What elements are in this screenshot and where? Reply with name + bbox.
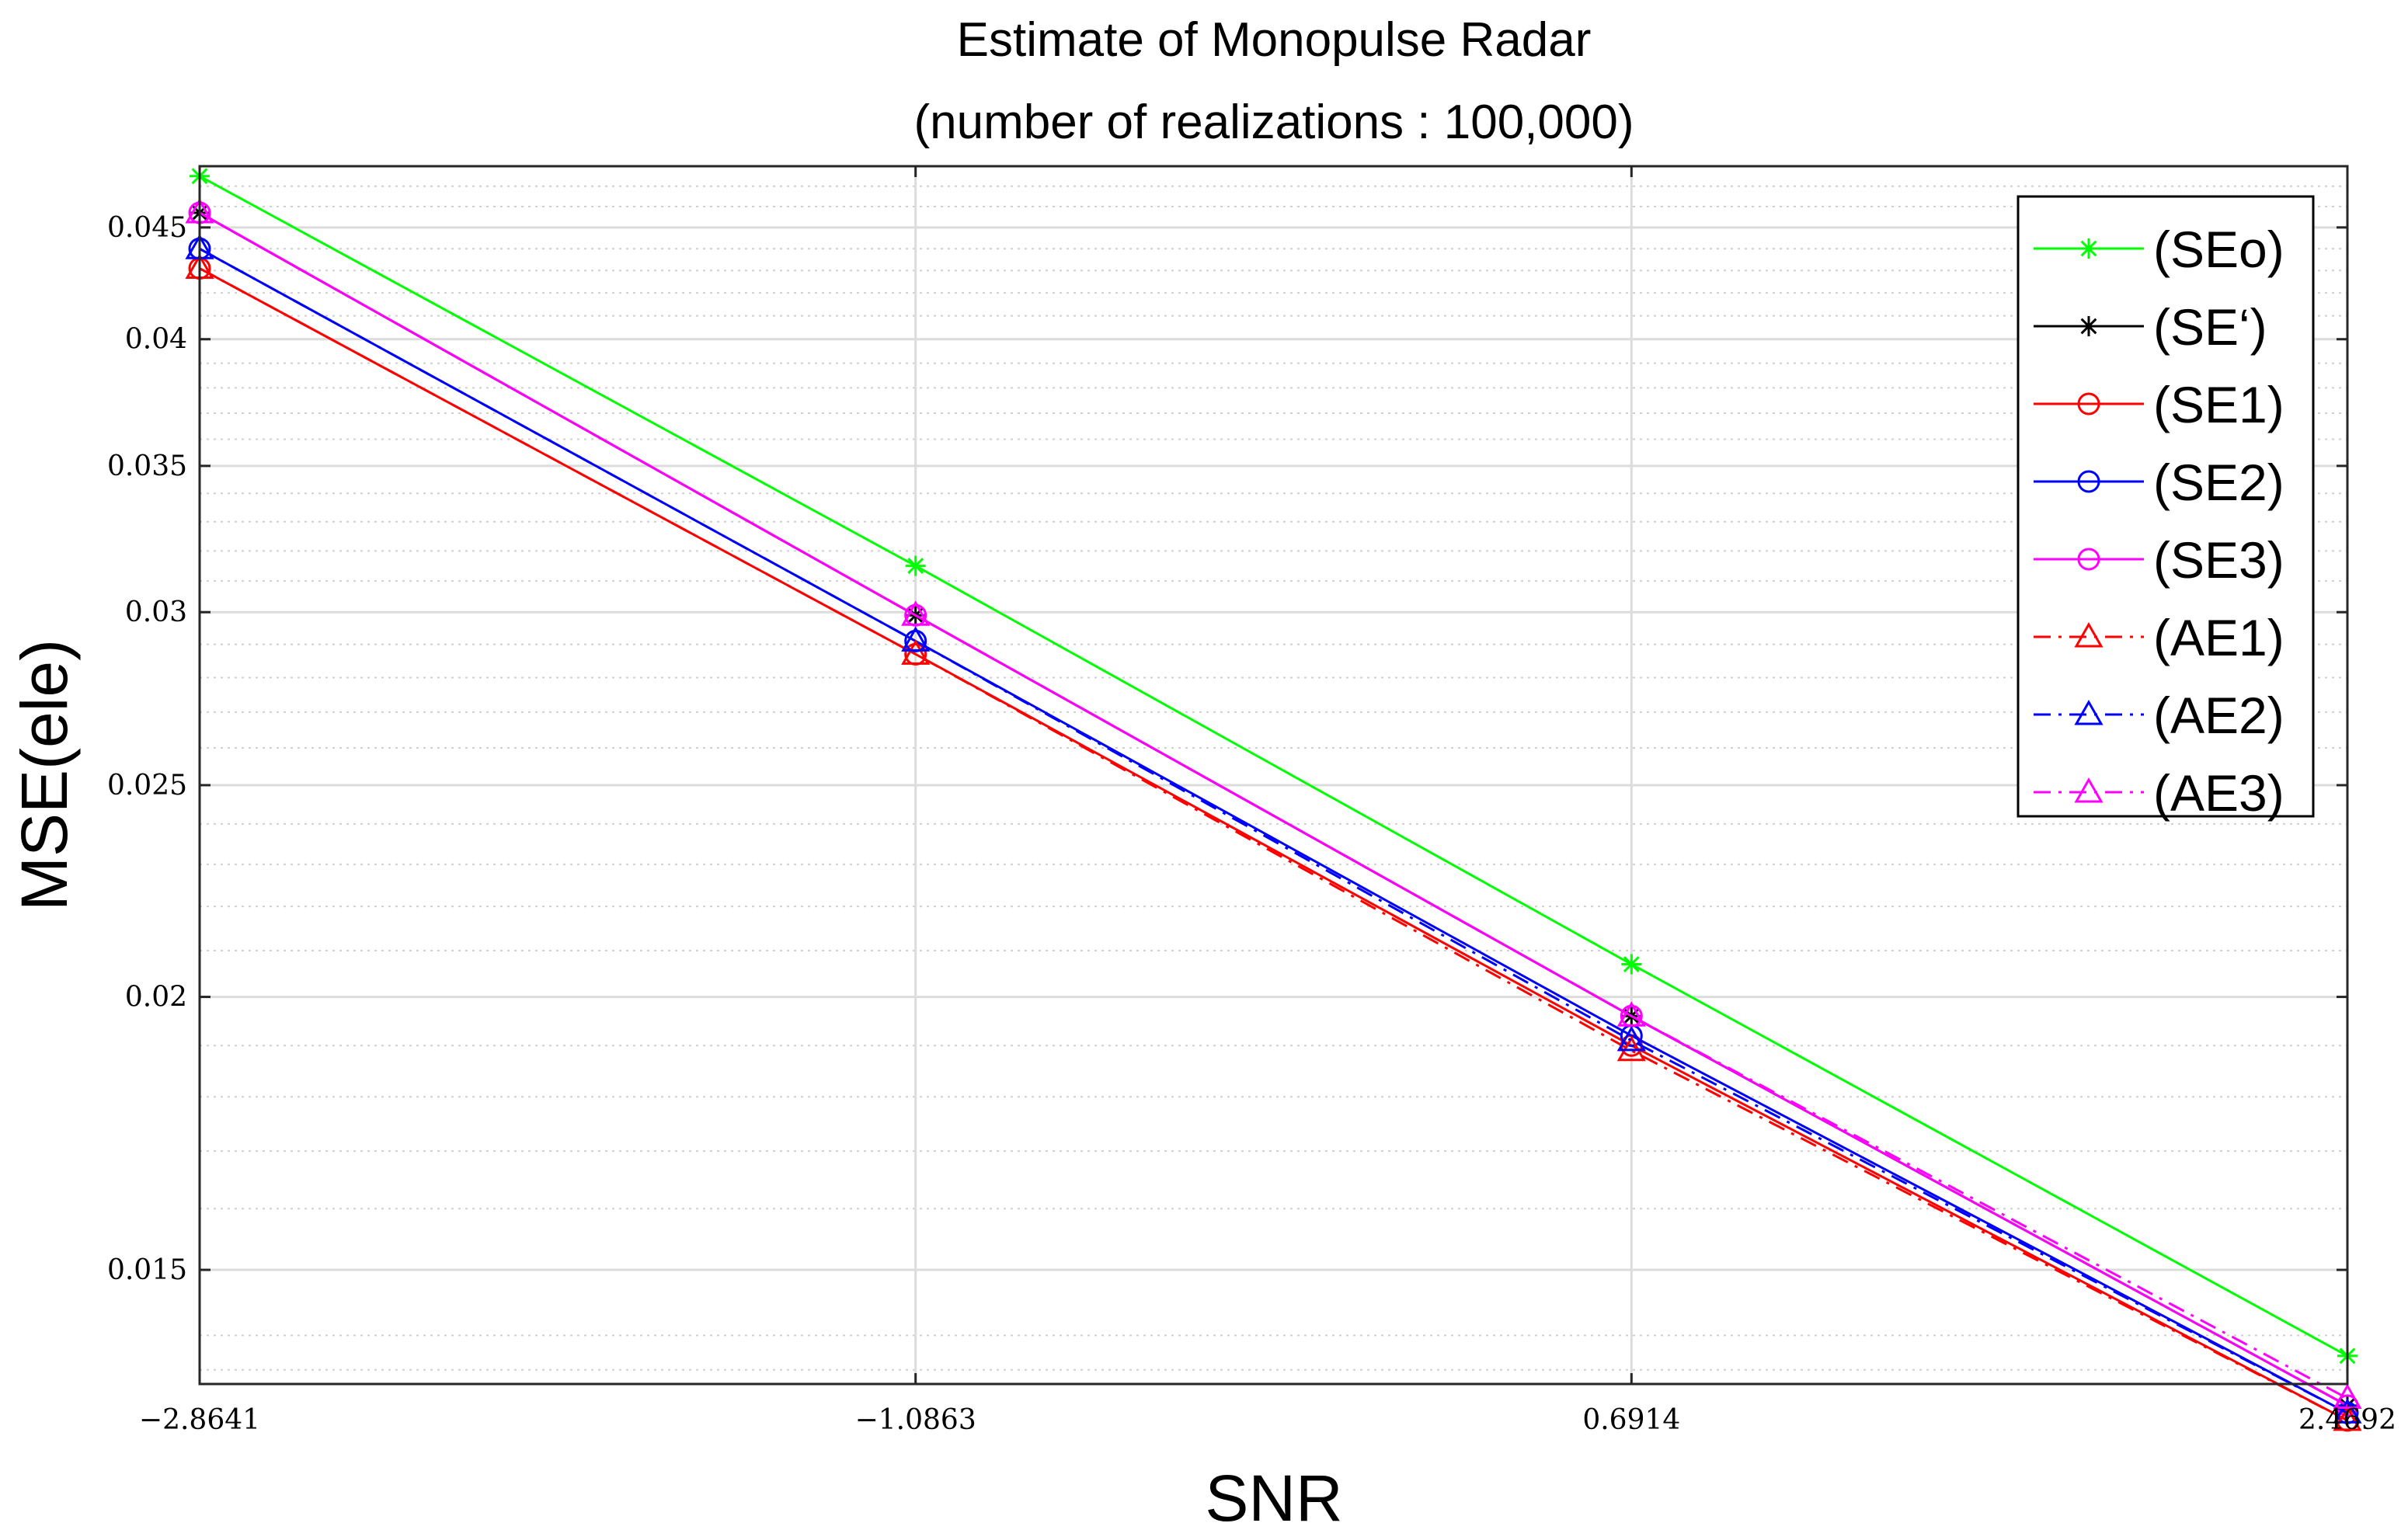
legend-marker-shape xyxy=(2077,392,2100,416)
legend-entry: (AE1) xyxy=(2034,609,2284,666)
legend-marker-shape xyxy=(2074,777,2104,803)
data-point-shape xyxy=(2333,1383,2362,1410)
legend-label: (SEo) xyxy=(2153,221,2284,278)
y-tick-label: 0.025 xyxy=(107,770,187,802)
y-tick-label: 0.02 xyxy=(125,982,187,1014)
legend: (SEo) (SE‘) (SE1) (SE2) (SE3) (AE1) (AE2) (AE3) xyxy=(2017,195,2315,822)
legend-marker xyxy=(2077,392,2100,416)
data-point xyxy=(1621,954,1642,975)
legend-entry: (AE2) xyxy=(2034,687,2284,744)
legend-marker-shape xyxy=(2077,470,2100,493)
legend-label: (AE1) xyxy=(2153,609,2284,666)
legend-label: (AE3) xyxy=(2153,764,2284,822)
y-tick-label: 0.045 xyxy=(107,212,187,244)
legend-box xyxy=(2017,195,2315,818)
y-tick-label: 0.04 xyxy=(125,324,187,356)
data-point xyxy=(2333,1405,2362,1431)
axis-ticks: 0.015 0.02 0.025 0.03 0.035 0.04 0.045 −2.8641 −… xyxy=(107,166,2396,1436)
data-point xyxy=(905,555,926,576)
data-point xyxy=(901,639,931,665)
y-axis-label: MSE(ele) xyxy=(8,639,81,911)
data-point-shape xyxy=(2333,1405,2362,1431)
data-point xyxy=(2333,1383,2362,1410)
legend-marker xyxy=(2079,316,2099,336)
x-tick-label: −2.8641 xyxy=(139,1404,260,1436)
legend-label: (SE‘) xyxy=(2153,298,2267,356)
x-tick-label: 0.6914 xyxy=(1582,1404,1680,1436)
data-point xyxy=(901,600,931,626)
legend-label: (AE2) xyxy=(2153,687,2284,744)
x-tick-label: −1.0863 xyxy=(855,1404,976,1436)
legend-label: (SE3) xyxy=(2153,531,2284,589)
x-tick-label: 2.4692 xyxy=(2298,1404,2396,1436)
legend-marker-shape xyxy=(2077,548,2100,571)
data-point-shape xyxy=(1616,1001,1646,1027)
y-tick-label: 0.035 xyxy=(107,450,187,482)
legend-marker-shape xyxy=(2079,316,2099,336)
data-point xyxy=(901,626,931,652)
plot-frame xyxy=(198,165,2349,1386)
grid xyxy=(198,166,2349,1384)
data-point-shape xyxy=(905,555,926,576)
y-tick-label: 0.015 xyxy=(107,1254,187,1286)
data-point-shape xyxy=(901,626,931,652)
series-line xyxy=(199,211,2348,1400)
y-tick-label: 0.03 xyxy=(125,596,187,628)
data-point-shape xyxy=(2333,1398,2362,1424)
series-line xyxy=(199,175,2348,1358)
data-point-shape xyxy=(901,600,931,626)
legend-marker-shape xyxy=(2074,699,2104,725)
legend-entry: (SE1) xyxy=(2034,376,2284,433)
data-point xyxy=(1616,1025,1646,1052)
legend-marker xyxy=(2074,699,2104,725)
series-8 xyxy=(185,197,2362,1410)
legend-marker xyxy=(2077,470,2100,493)
data-point-shape xyxy=(1621,954,1642,975)
chart-subtitle: (number of realizations : 100,000) xyxy=(913,96,1634,149)
legend-marker xyxy=(2074,777,2104,803)
legend-entry: (SE‘) xyxy=(2034,298,2267,356)
series-line xyxy=(199,247,2348,1414)
x-axis-label: SNR xyxy=(1205,1462,1342,1535)
legend-entry: (SE2) xyxy=(2034,454,2284,511)
legend-marker xyxy=(2074,621,2104,648)
series-lines xyxy=(185,165,2362,1432)
data-point-shape xyxy=(901,639,931,665)
series-7 xyxy=(185,234,2362,1424)
legend-marker-shape xyxy=(2074,621,2104,648)
data-point-shape xyxy=(1616,1025,1646,1052)
legend-marker-shape xyxy=(2079,238,2099,259)
data-point xyxy=(2333,1398,2362,1424)
legend-label: (SE1) xyxy=(2153,376,2284,433)
legend-entry: (AE3) xyxy=(2034,764,2284,822)
legend-entry: (SE3) xyxy=(2034,531,2284,589)
legend-label: (SE2) xyxy=(2153,454,2284,511)
legend-marker xyxy=(2079,238,2099,259)
chart-title: Estimate of Monopulse Radar xyxy=(957,13,1592,67)
legend-entry: (SEo) xyxy=(2034,221,2284,278)
series-line xyxy=(199,267,2348,1422)
data-point xyxy=(1616,1001,1646,1027)
legend-marker xyxy=(2077,548,2100,571)
